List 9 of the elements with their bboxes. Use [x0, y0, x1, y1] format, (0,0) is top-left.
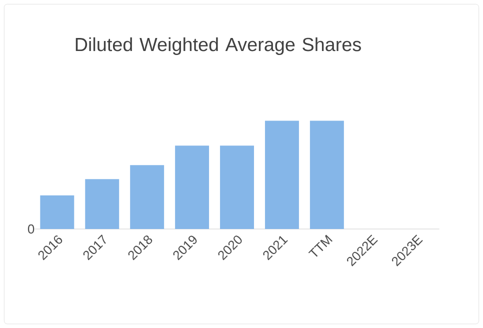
bar	[175, 146, 210, 229]
bar	[220, 146, 254, 229]
bar	[310, 120, 344, 229]
bar	[264, 120, 299, 229]
bar	[40, 195, 74, 229]
text: 0	[28, 224, 34, 234]
bar	[85, 179, 120, 229]
bar	[130, 165, 164, 229]
chart-title: Diluted Weighted Average Shares	[76, 37, 361, 55]
